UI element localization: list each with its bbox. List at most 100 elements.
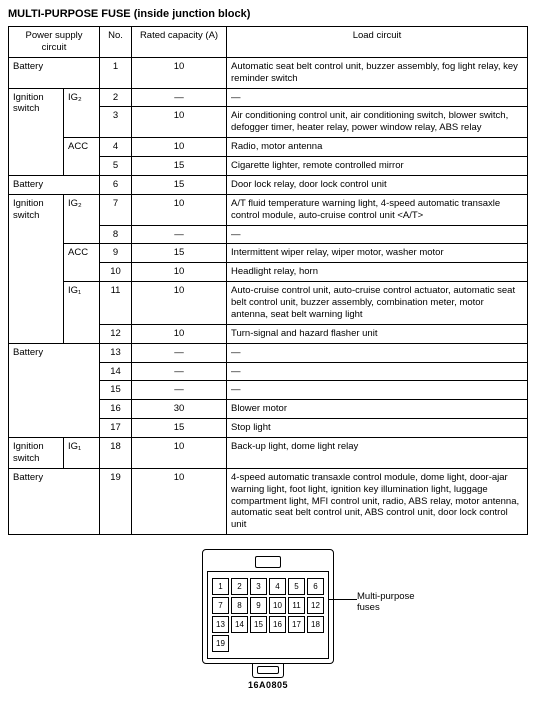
cell-cap: 15 <box>132 157 227 176</box>
cell-no: 10 <box>100 263 132 282</box>
fuse-slot: 13 <box>212 616 229 633</box>
fuse-slot: 3 <box>250 578 267 595</box>
cell-ps2: ACC <box>64 244 100 282</box>
cell-cap: 15 <box>132 244 227 263</box>
cell-ps2: IG₁ <box>64 282 100 344</box>
cell-load: Back-up light, dome light relay <box>227 438 528 469</box>
cell-cap: 10 <box>132 57 227 88</box>
cell-load: — <box>227 88 528 107</box>
table-row: Ignition switch IG₁ 18 10 Back-up light,… <box>9 438 528 469</box>
figure-id: 16A0805 <box>202 680 334 690</box>
fuse-slot: 1 <box>212 578 229 595</box>
fuse-slot: 8 <box>231 597 248 614</box>
fuse-slot: 18 <box>307 616 324 633</box>
cell-load: Turn-signal and hazard flasher unit <box>227 324 528 343</box>
cell-load: — <box>227 362 528 381</box>
cell-load: A/T fluid temperature warning light, 4-s… <box>227 194 528 225</box>
cell-ps: Ignition switch <box>9 88 64 175</box>
fuse-row-2: 7 8 9 10 11 12 <box>212 597 324 614</box>
cell-cap: 30 <box>132 400 227 419</box>
cell-no: 19 <box>100 468 132 534</box>
table-row: IG₁ 11 10 Auto-cruise control unit, auto… <box>9 282 528 325</box>
top-connector-icon <box>255 556 281 568</box>
fuse-slot: 2 <box>231 578 248 595</box>
cell-cap: 10 <box>132 107 227 138</box>
cell-no: 7 <box>100 194 132 225</box>
cell-ps: Battery <box>9 343 100 437</box>
cell-load: — <box>227 343 528 362</box>
cell-load: — <box>227 225 528 244</box>
fuse-slot: 15 <box>250 616 267 633</box>
cell-cap: 15 <box>132 419 227 438</box>
cell-no: 14 <box>100 362 132 381</box>
cell-ps2: ACC <box>64 138 100 176</box>
cell-ps: Ignition switch <box>9 438 64 469</box>
cell-load: Door lock relay, door lock control unit <box>227 175 528 194</box>
cell-load: Cigarette lighter, remote controlled mir… <box>227 157 528 176</box>
cell-no: 13 <box>100 343 132 362</box>
cell-load: Intermittent wiper relay, wiper motor, w… <box>227 244 528 263</box>
cell-no: 4 <box>100 138 132 157</box>
fuse-slot: 17 <box>288 616 305 633</box>
cell-load: Stop light <box>227 419 528 438</box>
table-row: Ignition switch IG₂ 7 10 A/T fluid tempe… <box>9 194 528 225</box>
cell-no: 18 <box>100 438 132 469</box>
cell-cap: — <box>132 343 227 362</box>
page-title: MULTI-PURPOSE FUSE (inside junction bloc… <box>8 8 528 20</box>
fuse-slot: 10 <box>269 597 286 614</box>
cell-no: 15 <box>100 381 132 400</box>
cell-no: 2 <box>100 88 132 107</box>
cell-load: Blower motor <box>227 400 528 419</box>
fuse-row-4: 19 <box>212 635 324 652</box>
table-row: ACC 9 15 Intermittent wiper relay, wiper… <box>9 244 528 263</box>
cell-no: 16 <box>100 400 132 419</box>
cell-no: 11 <box>100 282 132 325</box>
cell-load: 4-speed automatic transaxle control modu… <box>227 468 528 534</box>
cell-cap: 10 <box>132 263 227 282</box>
fuse-slot: 7 <box>212 597 229 614</box>
cell-ps: Ignition switch <box>9 194 64 343</box>
cell-cap: 15 <box>132 175 227 194</box>
header-power-supply: Power supply circuit <box>9 27 100 58</box>
cell-cap: — <box>132 381 227 400</box>
fuse-slot: 11 <box>288 597 305 614</box>
cell-cap: — <box>132 88 227 107</box>
fuse-slot: 5 <box>288 578 305 595</box>
fuse-slot: 14 <box>231 616 248 633</box>
cell-load: Auto-cruise control unit, auto-cruise co… <box>227 282 528 325</box>
cell-cap: — <box>132 225 227 244</box>
fuse-slot: 12 <box>307 597 324 614</box>
fuse-frame: 1 2 3 4 5 6 7 8 9 10 11 12 13 14 <box>207 571 329 659</box>
fuse-slot: 19 <box>212 635 229 652</box>
table-row: Battery 6 15 Door lock relay, door lock … <box>9 175 528 194</box>
fuse-slot: 16 <box>269 616 286 633</box>
cell-no: 1 <box>100 57 132 88</box>
table-row: Battery 13 — — <box>9 343 528 362</box>
junction-block-diagram: 1 2 3 4 5 6 7 8 9 10 11 12 13 14 <box>8 549 528 690</box>
cell-cap: 10 <box>132 468 227 534</box>
cell-cap: — <box>132 362 227 381</box>
table-header-row: Power supply circuit No. Rated capacity … <box>9 27 528 58</box>
table-row: Ignition switch IG₂ 2 — — <box>9 88 528 107</box>
cell-cap: 10 <box>132 324 227 343</box>
cell-ps2: IG₂ <box>64 194 100 244</box>
cell-no: 9 <box>100 244 132 263</box>
header-load: Load circuit <box>227 27 528 58</box>
cell-cap: 10 <box>132 438 227 469</box>
fuse-table: Power supply circuit No. Rated capacity … <box>8 26 528 535</box>
cell-no: 3 <box>100 107 132 138</box>
header-no: No. <box>100 27 132 58</box>
cell-no: 5 <box>100 157 132 176</box>
cell-load: Headlight relay, horn <box>227 263 528 282</box>
cell-cap: 10 <box>132 282 227 325</box>
cell-ps2: IG₁ <box>64 438 100 469</box>
cell-ps: Battery <box>9 468 100 534</box>
cell-load: Air conditioning control unit, air condi… <box>227 107 528 138</box>
callout-label: Multi-purpose fuses <box>357 591 437 613</box>
cell-ps2: IG₂ <box>64 88 100 138</box>
cell-load: — <box>227 381 528 400</box>
callout-leader-line <box>329 599 357 600</box>
junction-block-box: 1 2 3 4 5 6 7 8 9 10 11 12 13 14 <box>202 549 334 664</box>
table-row: Battery 19 10 4-speed automatic transaxl… <box>9 468 528 534</box>
header-capacity: Rated capacity (A) <box>132 27 227 58</box>
